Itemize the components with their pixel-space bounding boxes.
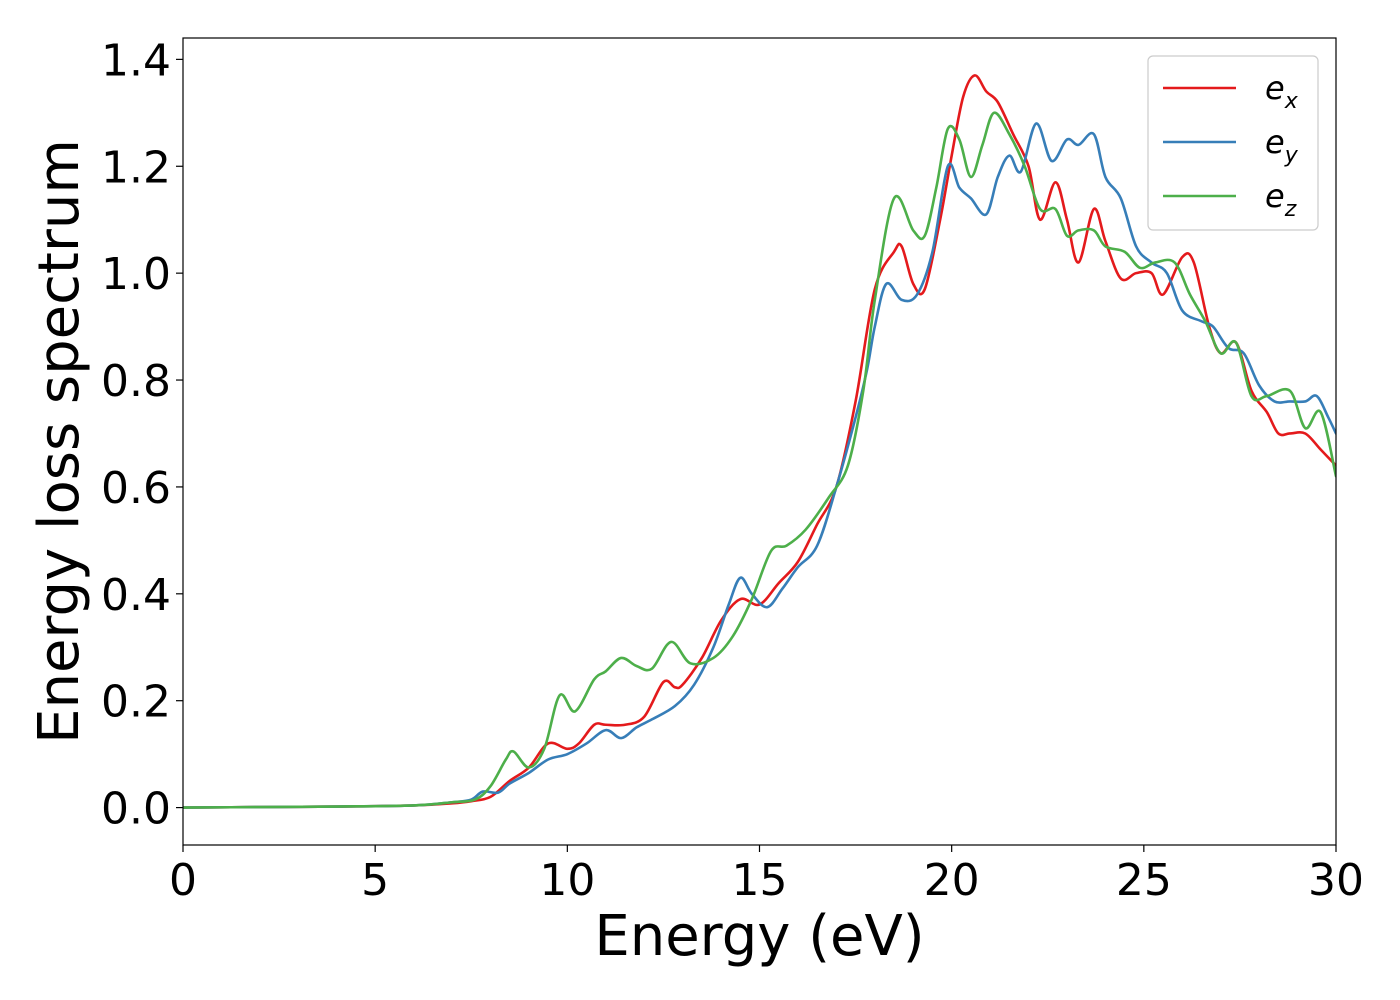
x-tick-label: 5 (361, 855, 389, 906)
x-tick-label: 15 (732, 855, 788, 906)
y-axis: 0.0 0.2 0.4 0.6 0.8 1.0 1.2 1.4 (101, 35, 183, 835)
y-tick-label: 0.6 (101, 463, 171, 514)
y-tick-label: 0.8 (101, 356, 171, 407)
series-line-ex (183, 74, 1336, 809)
series-line-ez (183, 111, 1336, 809)
x-axis-label: Energy (eV) (594, 904, 924, 969)
y-axis-label: Energy loss spectrum (27, 139, 92, 744)
y-tick-label: 0.2 (101, 677, 171, 728)
y-tick-label: 0.0 (101, 784, 171, 835)
legend-label: ey (1265, 123, 1299, 168)
x-tick-label: 25 (1116, 855, 1172, 906)
x-tick-label: 0 (169, 855, 197, 906)
plot-lines (183, 74, 1336, 809)
legend: ex ey ez (1147, 55, 1319, 231)
y-tick-label: 1.0 (101, 249, 171, 300)
x-tick-label: 20 (924, 855, 980, 906)
y-tick-label: 1.2 (101, 142, 171, 193)
x-tick-label: 10 (539, 855, 595, 906)
legend-label: ez (1265, 177, 1297, 222)
y-tick-label: 1.4 (101, 35, 171, 86)
x-axis: 0 5 10 15 20 25 30 (169, 845, 1364, 906)
series-line-ey (183, 122, 1336, 809)
x-tick-label: 30 (1308, 855, 1364, 906)
y-tick-label: 0.4 (101, 570, 171, 621)
legend-label: ex (1265, 69, 1299, 114)
